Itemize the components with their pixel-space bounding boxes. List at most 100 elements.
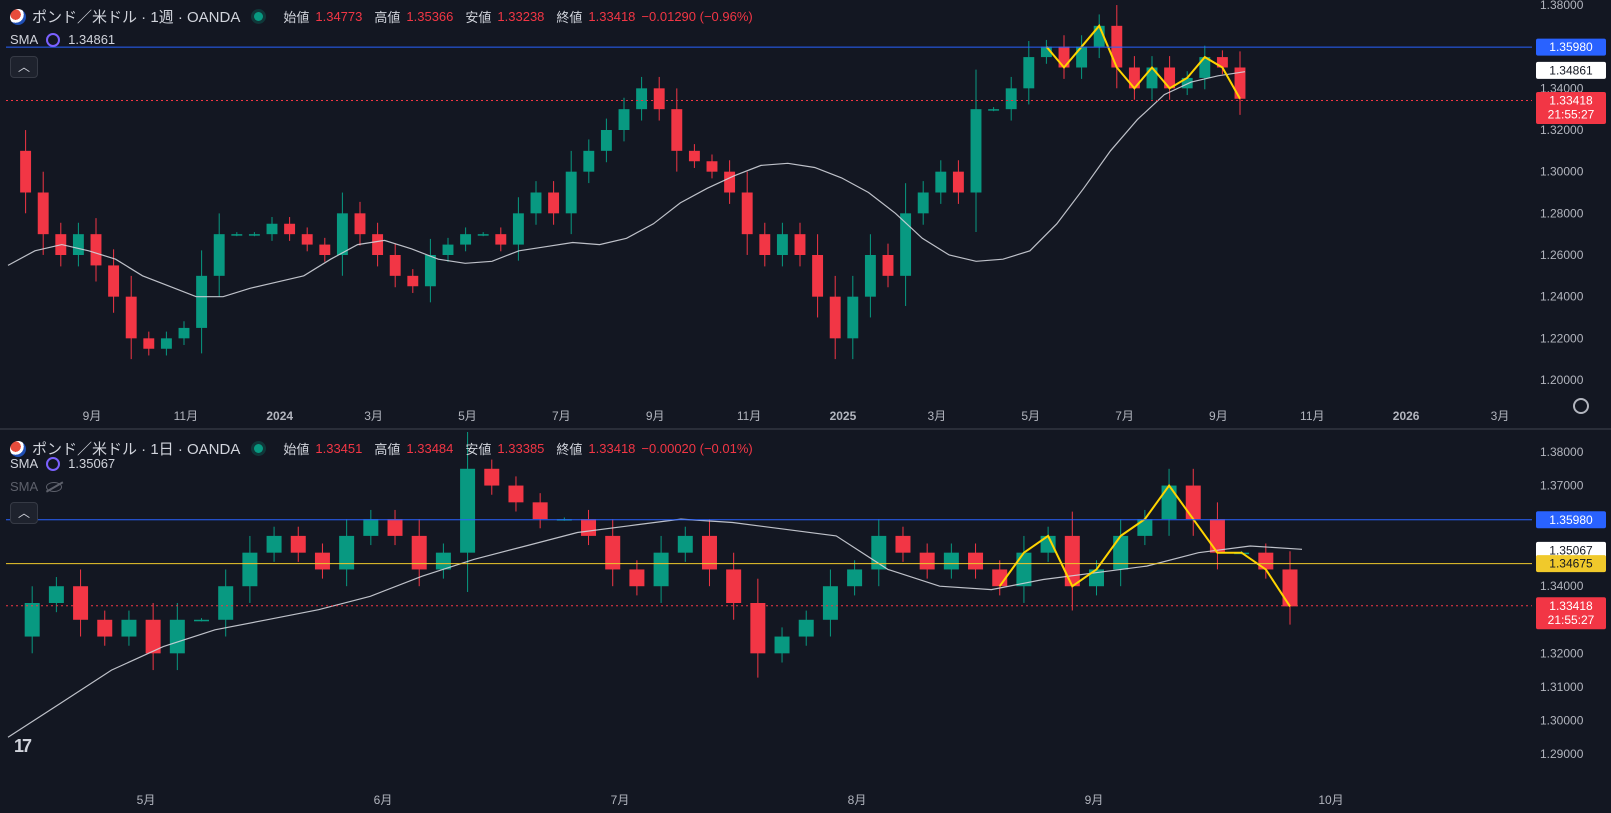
resistance-price-tag-text: 1.35980 [1549,40,1593,54]
candle-body [372,234,384,255]
resistance-price-tag [1536,511,1606,529]
candle-body [1185,485,1201,520]
candle-body [871,535,887,570]
x-axis-tick-label: 9月 [646,409,665,423]
candle-body [1113,535,1129,570]
sma-value: 1.35067 [68,456,116,471]
candle-body [37,192,49,235]
x-axis-tick-label: 2026 [1393,409,1420,423]
candle-body [196,275,208,328]
candle-body [726,569,742,603]
open-value: 1.34773 [315,9,363,24]
candle-body [530,192,542,214]
daily-symbol-title[interactable]: ポンド／米ドル · 1日 · OANDA [32,441,241,458]
x-axis-tick-label: 3月 [364,409,383,423]
candle-body [248,234,260,236]
x-axis-tick-label: 5月 [458,409,477,423]
candle-body [1128,67,1140,89]
weekly-sma-indicator[interactable]: SMA 1.34861 [10,32,115,47]
candle-body [548,192,560,214]
gear-icon[interactable] [1573,398,1589,414]
candle-body [1258,552,1274,570]
candle-body [178,327,190,339]
candle-body [895,535,911,553]
candle-body [919,552,935,570]
candle-body [864,255,876,297]
y-axis-tick-label: 1.22000 [1540,331,1584,345]
open-value: 1.33451 [315,441,363,456]
candle-body [900,213,912,276]
eye-hidden-icon[interactable] [46,481,63,492]
close-value: 1.33418 [588,9,636,24]
close-value: 1.33418 [588,441,636,456]
x-axis-tick-label: 8月 [848,793,867,807]
y-axis-tick-label: 1.29000 [1540,747,1584,761]
weekly-symbol-title[interactable]: ポンド／米ドル · 1週 · OANDA [32,9,241,26]
candle-body [741,192,753,235]
x-axis-tick-label: 2025 [830,409,857,423]
y-axis-tick-label: 1.26000 [1540,248,1584,262]
candle-body [125,296,137,339]
candle-body [460,234,472,245]
weekly-chart-pane[interactable]: 1.380001.360001.340001.320001.300001.280… [0,0,1611,430]
resistance-price-tag [1536,38,1606,56]
candle-body [1005,88,1017,110]
last-price-tag-text: 1.33418 [1549,93,1593,107]
candle-body [266,535,282,553]
weekly-chart-canvas[interactable]: 1.380001.360001.340001.320001.300001.280… [0,0,1611,428]
last-price-tag-text: 1.33418 [1549,599,1593,613]
candle-body [48,586,64,603]
candle-body [97,619,113,637]
y-axis-tick-label: 1.20000 [1540,373,1584,387]
candle-body [354,213,366,235]
candle-body [1234,67,1246,99]
daily-sma-hidden-indicator[interactable]: SMA [10,479,63,494]
candle-body [495,234,507,245]
countdown-tag-text: 21:55:27 [1548,107,1595,121]
sma-value: 1.34861 [68,32,116,47]
candle-body [1093,25,1105,47]
sma-price-tag [1536,61,1606,79]
candle-body [231,234,243,236]
daily-sma-indicator[interactable]: SMA 1.35067 [10,456,115,471]
candle-body [20,150,32,193]
candle-body [618,109,630,130]
daily-chart-canvas[interactable]: 1.380001.370001.360001.350001.340001.330… [0,432,1611,813]
candle-body [935,171,947,193]
countdown-tag-text: 21:55:27 [1548,613,1595,627]
candle-body [581,519,597,536]
candle-body [750,603,766,654]
collapse-legend-button[interactable]: ︿ [10,502,38,524]
x-axis-tick-label: 9月 [1085,793,1104,807]
candle-body [688,150,700,162]
candle-body [108,265,120,297]
daily-chart-pane[interactable]: 1.380001.370001.360001.350001.340001.330… [0,432,1611,813]
candle-body [160,338,172,349]
candle-body [1209,519,1225,553]
candle-body [532,502,548,520]
candle-body [653,552,669,587]
candle-body [776,234,788,255]
candle-body [988,109,1000,111]
high-label: 高値 [374,442,401,457]
low-value: 1.33385 [497,441,545,456]
candle-body [1016,552,1032,587]
support-price-tag [1536,555,1606,573]
candle-body [917,192,929,214]
candle-body [970,109,982,193]
x-axis-tick-label: 5月 [1021,409,1040,423]
candle-body [1282,569,1298,607]
candle-body [194,619,210,622]
x-axis-tick-label: 9月 [83,409,102,423]
last-price-tag [1536,597,1606,630]
change-value: −0.00020 (−0.01%) [641,441,753,456]
y-axis-tick-label: 1.34000 [1540,81,1584,95]
candle-body [653,88,665,110]
candle-body [435,552,451,570]
open-label: 始値 [283,442,310,457]
collapse-legend-button[interactable]: ︿ [10,56,38,78]
x-axis-tick-label: 6月 [374,793,393,807]
market-open-status-icon [254,12,264,21]
candle-body [794,234,806,255]
high-value: 1.35366 [406,9,454,24]
